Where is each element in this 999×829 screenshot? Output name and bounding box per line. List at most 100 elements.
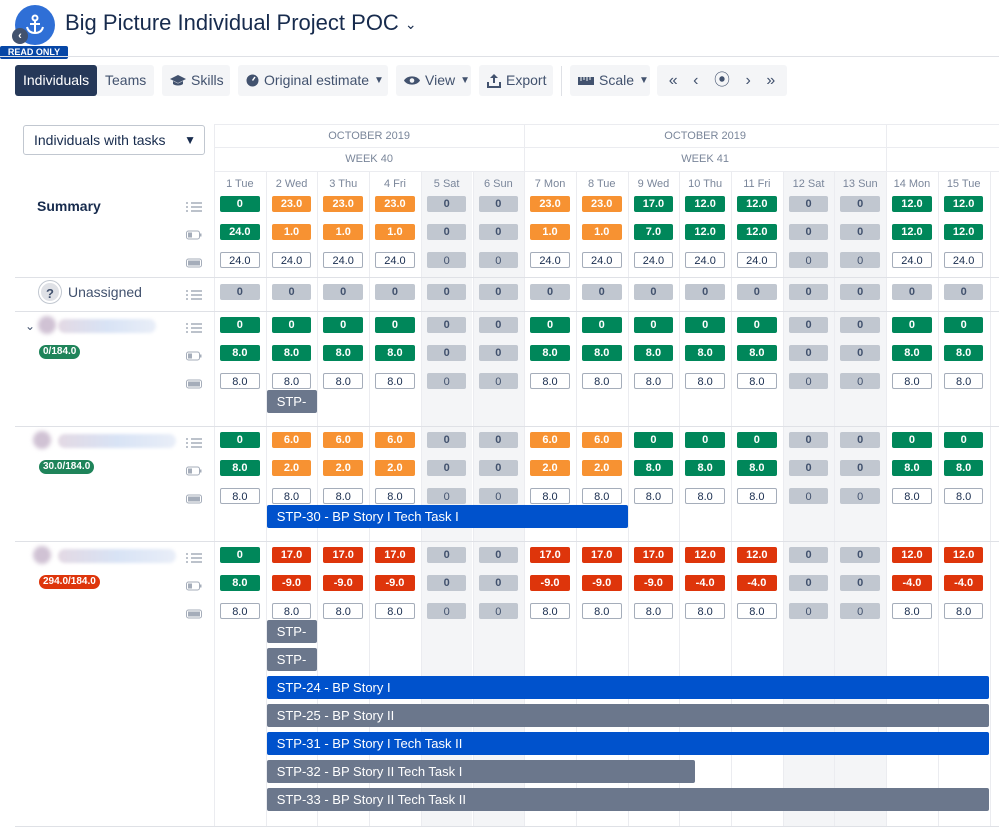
task-bar[interactable]: STP- (266, 620, 318, 643)
cell-value: 8.0 (943, 373, 984, 389)
estimate-dropdown[interactable]: Original estimate ▼ (238, 65, 388, 96)
cell-value: 17.0 (530, 547, 570, 563)
project-title-text: Big Picture Individual Project POC (65, 10, 399, 35)
chevron-right-icon[interactable]: › (745, 72, 751, 89)
filter-value: Individuals with tasks (34, 132, 166, 148)
cell-value: 0 (478, 345, 519, 361)
filter-select[interactable]: Individuals with tasks ▼ (23, 125, 205, 155)
grid-column-line (989, 172, 991, 827)
cell-value: 8.0 (633, 488, 674, 504)
gauge-icon (246, 74, 259, 87)
cell-value: 6.0 (323, 432, 364, 448)
cell-value: 24.0 (943, 252, 984, 268)
cell-value: 12.0 (943, 196, 984, 212)
cell-value: -4.0 (943, 575, 984, 591)
section-divider (15, 311, 999, 312)
cell-value: 12.0 (737, 224, 777, 240)
view-dropdown[interactable]: View ▼ (396, 65, 471, 96)
task-bar[interactable]: STP-33 - BP Story II Tech Task II (266, 788, 990, 811)
cell-value: -9.0 (271, 575, 312, 591)
cell-value: 0 (633, 317, 674, 333)
cell-value: 8.0 (323, 373, 364, 389)
avatar (33, 431, 51, 449)
chevron-down-icon: ▼ (184, 133, 196, 147)
month-header: OCTOBER 2019 (328, 130, 410, 142)
cell-value: 0 (323, 284, 364, 300)
scale-dropdown[interactable]: Scale ▼ (570, 65, 650, 96)
task-list-icon (186, 550, 202, 563)
cell-value: 8.0 (375, 488, 415, 504)
cell-value: 8.0 (737, 373, 777, 389)
cell-value: 17.0 (581, 547, 622, 563)
cell-value: 23.0 (323, 196, 364, 212)
cell-value: 0 (737, 432, 777, 448)
project-title[interactable]: Big Picture Individual Project POC ⌄ (65, 10, 417, 36)
grid-column-line (265, 172, 267, 827)
cell-value: 0 (943, 284, 984, 300)
cell-value: 17.0 (375, 547, 415, 563)
battery-icon (186, 578, 202, 591)
cell-value: 8.0 (581, 488, 622, 504)
cell-value: 0 (943, 317, 984, 333)
cell-value: 8.0 (530, 603, 570, 619)
day-header: 7 Mon (534, 178, 566, 190)
task-bar[interactable]: STP-32 - BP Story II Tech Task I (266, 760, 695, 783)
collapse-chevron-icon[interactable]: ⌄ (25, 319, 36, 333)
cell-value: 8.0 (943, 488, 984, 504)
week-header: WEEK 40 (345, 153, 393, 165)
tab-teams[interactable]: Teams (97, 65, 154, 96)
user-name-redacted (58, 549, 176, 563)
cell-value: 0 (426, 373, 467, 389)
task-bar[interactable]: STP- (266, 648, 318, 671)
section-divider (15, 826, 999, 827)
chevron-down-icon: ▼ (460, 75, 470, 86)
cell-value: 8.0 (220, 575, 260, 591)
chevron-down-icon: ▼ (639, 75, 649, 86)
grid-column-line (472, 172, 474, 827)
cell-value: -9.0 (323, 575, 364, 591)
cell-value: 8.0 (530, 373, 570, 389)
workload-badge: 30.0/184.0 (39, 460, 95, 474)
cell-value: 0 (426, 603, 467, 619)
day-header: 15 Tue (946, 178, 981, 190)
back-icon[interactable]: ‹ (12, 28, 28, 44)
cell-value: 8.0 (323, 603, 364, 619)
tab-individuals[interactable]: Individuals (15, 65, 97, 96)
grid-week-line (214, 171, 999, 172)
cell-value: 24.0 (737, 252, 777, 268)
day-header: 8 Tue (587, 178, 616, 190)
chevron-left-icon[interactable]: ‹ (693, 72, 699, 89)
cell-value: 1.0 (271, 224, 312, 240)
cell-value: 0 (840, 432, 881, 448)
cell-value: 0 (426, 224, 467, 240)
cell-value: 8.0 (685, 345, 725, 361)
cell-value: 12.0 (892, 196, 932, 212)
today-target-icon[interactable]: ⦿ (713, 72, 730, 89)
cell-value: 8.0 (737, 460, 777, 476)
double-chevron-right-icon[interactable]: » (766, 72, 776, 89)
cell-value: 12.0 (892, 224, 932, 240)
export-button[interactable]: Export (479, 65, 553, 96)
cell-value: 0 (426, 252, 467, 268)
task-bar[interactable]: STP-31 - BP Story I Tech Task II (266, 732, 990, 755)
grid-column-line (937, 172, 939, 827)
cell-value: 0 (426, 196, 467, 212)
cell-value: 1.0 (530, 224, 570, 240)
cell-value: 0 (840, 196, 881, 212)
cell-value: 0 (530, 317, 570, 333)
cell-value: 0 (840, 575, 881, 591)
double-chevron-left-icon[interactable]: « (668, 72, 678, 89)
day-header: 2 Wed (275, 178, 308, 190)
cell-value: 8.0 (220, 460, 260, 476)
cell-value: 0 (220, 317, 260, 333)
unassigned-question-icon: ? (39, 281, 61, 303)
grid-column-line (524, 124, 526, 827)
cell-value: 24.0 (685, 252, 725, 268)
task-bar[interactable]: STP-25 - BP Story II (266, 704, 990, 727)
task-bar[interactable]: STP-30 - BP Story I Tech Task I (266, 505, 628, 528)
skills-button[interactable]: Skills (162, 65, 230, 96)
task-bar[interactable]: STP- (266, 390, 318, 413)
task-bar[interactable]: STP-24 - BP Story I (266, 676, 990, 699)
cell-value: 8.0 (271, 345, 312, 361)
